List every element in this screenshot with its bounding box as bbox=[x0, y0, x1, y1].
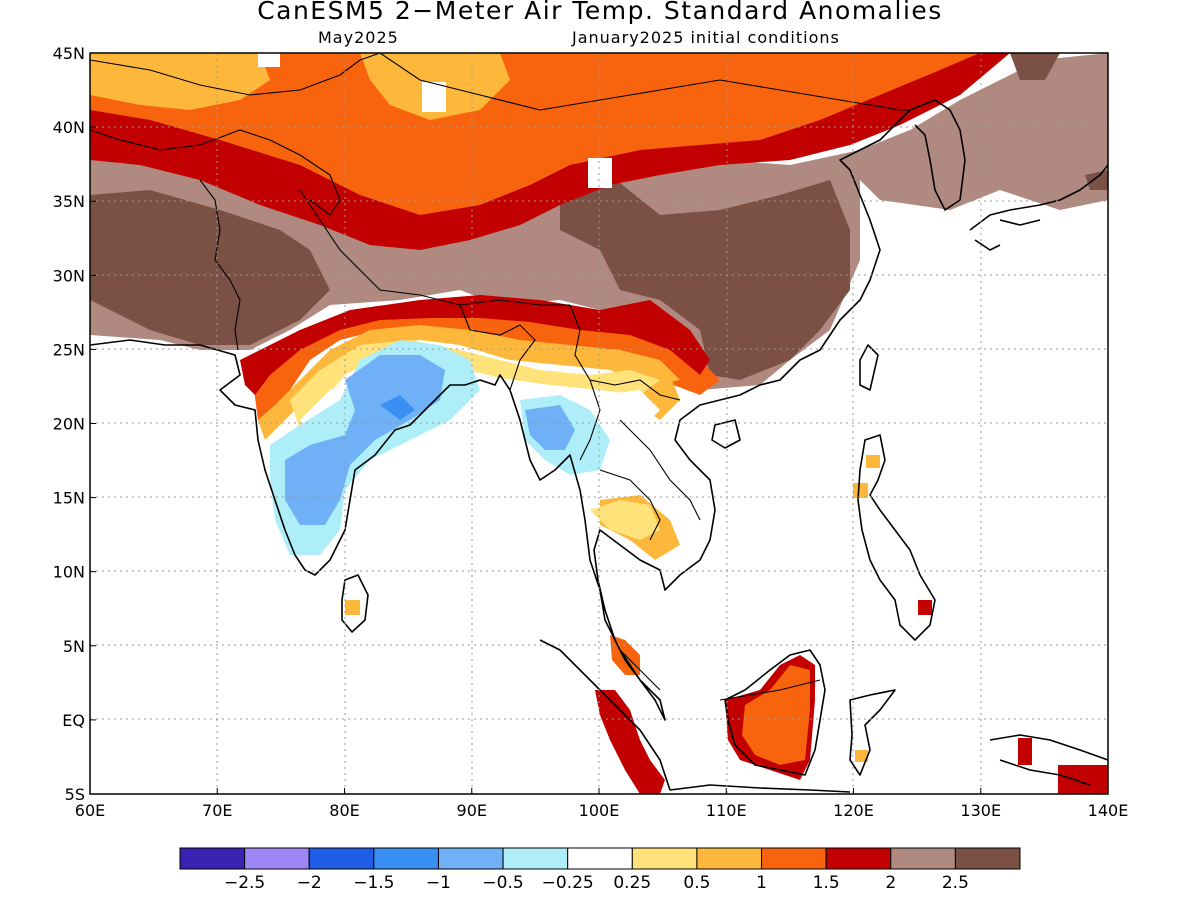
colorbar-swatch bbox=[437, 847, 504, 870]
coastline-java bbox=[669, 784, 851, 793]
lat-tick-label: 15N bbox=[53, 489, 85, 508]
coastline-india bbox=[90, 339, 511, 576]
colorbar-swatch bbox=[567, 847, 633, 870]
anomaly-region bbox=[918, 600, 932, 615]
anomaly-region bbox=[285, 355, 445, 525]
lon-tick-label: 110E bbox=[706, 801, 747, 820]
coastline-srilanka bbox=[341, 574, 369, 633]
anomaly-region bbox=[560, 175, 850, 380]
coastline-hainan bbox=[711, 419, 741, 449]
lat-tick-label: 35N bbox=[53, 192, 85, 211]
coastline-taiwan bbox=[859, 344, 879, 391]
lat-tick-label: 20N bbox=[53, 415, 85, 434]
colorbar-swatch bbox=[244, 847, 310, 870]
coastline-borneo bbox=[724, 649, 826, 776]
country-borders bbox=[90, 53, 910, 701]
border bbox=[90, 129, 341, 216]
lon-tick-label: 90E bbox=[457, 801, 487, 820]
longitude-axis: 60E 70E 80E 90E 100E 110E 120E 130E 140E bbox=[75, 788, 1129, 820]
colorbar-swatch bbox=[502, 847, 569, 870]
lon-tick-label: 140E bbox=[1088, 801, 1129, 820]
border bbox=[459, 304, 536, 391]
map-title: CanESM5 2−Meter Air Temp. Standard Anoma… bbox=[257, 0, 943, 25]
coastline-newguinea bbox=[989, 734, 1108, 786]
colorbar-swatch bbox=[696, 847, 763, 870]
colorbar-swatch bbox=[890, 847, 956, 870]
colorbar-label: 2 bbox=[885, 873, 897, 893]
anomaly-region bbox=[940, 120, 1108, 200]
colorbar-label: 1.5 bbox=[812, 873, 840, 893]
coastline-korea bbox=[909, 99, 966, 211]
border bbox=[569, 304, 681, 401]
border bbox=[599, 469, 661, 541]
lat-tick-label: 5N bbox=[63, 637, 85, 656]
lon-tick-label: 80E bbox=[329, 801, 359, 820]
colorbar-swatch bbox=[631, 847, 698, 870]
anomaly-region bbox=[595, 690, 665, 794]
anomaly-region bbox=[290, 340, 660, 430]
missing-cell bbox=[422, 82, 446, 112]
lon-tick-label: 120E bbox=[833, 801, 874, 820]
colorbar-swatch bbox=[954, 847, 1021, 870]
coastline-sumatra bbox=[539, 639, 671, 791]
colorbar-label: 0.25 bbox=[613, 873, 652, 893]
lat-tick-label: 10N bbox=[53, 563, 85, 582]
colorbar-swatch bbox=[308, 847, 375, 870]
coastline-philippines bbox=[857, 434, 936, 641]
anomaly-region bbox=[525, 405, 575, 450]
anomaly-region bbox=[590, 500, 660, 540]
colorbar-swatch bbox=[373, 847, 439, 870]
coastline-japan bbox=[969, 164, 1108, 251]
lon-tick-label: 130E bbox=[960, 801, 1001, 820]
colorbar-swatch bbox=[179, 847, 246, 870]
anomaly-region bbox=[380, 395, 415, 420]
lon-tick-label: 70E bbox=[202, 801, 232, 820]
border bbox=[379, 53, 910, 111]
border bbox=[299, 189, 570, 306]
anomaly-region bbox=[1018, 738, 1032, 765]
colorbar-swatch bbox=[761, 847, 827, 870]
lon-tick-label: 100E bbox=[579, 801, 620, 820]
colorbar-label: 0.5 bbox=[683, 873, 711, 893]
missing-cell bbox=[258, 53, 280, 67]
colorbar-label: 2.5 bbox=[941, 873, 969, 893]
coastline-sulawesi bbox=[849, 689, 896, 776]
colorbar-label: −1 bbox=[425, 873, 451, 893]
lat-tick-label: 40N bbox=[53, 118, 85, 137]
colorbar-label: −1.5 bbox=[353, 873, 395, 893]
colorbar-swatch bbox=[825, 847, 892, 870]
lat-tick-label: 25N bbox=[53, 340, 85, 359]
border bbox=[90, 53, 381, 96]
lat-tick-label: EQ bbox=[62, 711, 85, 730]
anomaly-region bbox=[258, 325, 680, 440]
anomaly-region bbox=[90, 190, 330, 345]
colorbar-label: −2.5 bbox=[223, 873, 266, 893]
anomaly-region bbox=[742, 665, 810, 765]
lat-tick-label: 5S bbox=[65, 785, 85, 804]
lon-tick-label: 60E bbox=[75, 801, 105, 820]
lat-tick-label: 45N bbox=[53, 44, 85, 63]
anomaly-region bbox=[1058, 765, 1108, 794]
border bbox=[199, 179, 241, 351]
missing-cell bbox=[588, 158, 612, 188]
latitude-axis: 45N 40N 35N 30N 25N 20N 15N 10N 5N EQ 5S bbox=[53, 44, 96, 804]
colorbar bbox=[179, 847, 1021, 870]
lat-tick-label: 30N bbox=[53, 266, 85, 285]
border bbox=[579, 379, 701, 521]
anomaly-region bbox=[240, 295, 710, 395]
initial-conditions: January2025 initial conditions bbox=[572, 28, 840, 47]
colorbar-label: 1 bbox=[756, 873, 767, 893]
border bbox=[619, 649, 821, 701]
colorbar-label: −0.5 bbox=[482, 873, 524, 893]
forecast-month: May2025 bbox=[318, 28, 399, 47]
colorbar-label: −0.25 bbox=[541, 873, 594, 893]
colorbar-label: −2 bbox=[296, 873, 322, 893]
